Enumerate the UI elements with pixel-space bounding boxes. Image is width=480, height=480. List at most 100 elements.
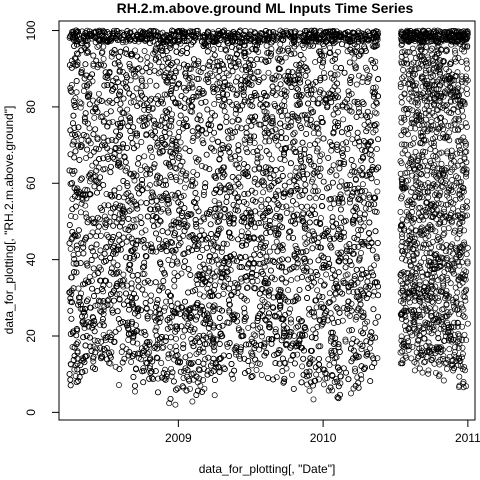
data-point (266, 289, 273, 296)
data-point (317, 343, 324, 350)
data-point (74, 339, 81, 346)
data-point (269, 303, 276, 310)
data-point (211, 241, 218, 248)
data-point (276, 108, 283, 115)
data-point (280, 326, 287, 333)
data-point (197, 263, 204, 270)
data-point (166, 71, 173, 78)
data-point (80, 88, 87, 94)
data-point (370, 129, 377, 136)
data-point (362, 205, 369, 212)
data-point (241, 318, 248, 325)
data-point (160, 244, 167, 251)
data-point (230, 375, 237, 382)
data-point (94, 302, 101, 309)
data-point (147, 78, 154, 85)
data-point (68, 82, 75, 88)
data-point (331, 379, 338, 385)
data-point (251, 224, 258, 231)
data-point (302, 326, 309, 333)
data-point (167, 90, 174, 97)
data-point (310, 130, 317, 137)
data-point (81, 114, 88, 121)
data-point (108, 53, 115, 60)
data-point (82, 210, 89, 217)
data-point (344, 271, 351, 278)
data-point (358, 346, 365, 353)
data-point (159, 63, 166, 70)
data-point (250, 61, 257, 68)
data-point (283, 210, 290, 216)
data-point (151, 49, 158, 55)
data-point (197, 382, 204, 389)
data-point (225, 72, 232, 79)
data-point (330, 200, 337, 207)
data-point (337, 194, 344, 201)
data-point (72, 95, 79, 102)
data-point (243, 285, 250, 292)
data-point (72, 213, 79, 220)
data-point (68, 291, 75, 298)
data-point (236, 353, 242, 360)
data-point (215, 73, 222, 80)
data-point (330, 76, 337, 83)
data-point (176, 64, 183, 71)
data-point (95, 90, 102, 97)
data-point (144, 54, 151, 61)
data-point (67, 307, 74, 314)
data-point (254, 159, 261, 166)
data-point (220, 364, 227, 371)
data-point (166, 400, 173, 407)
data-point (356, 256, 363, 263)
data-point (358, 376, 365, 383)
data-point (373, 110, 380, 117)
data-point (333, 304, 340, 311)
data-point (374, 355, 381, 362)
data-point (90, 358, 97, 365)
data-point (91, 328, 98, 335)
data-point (187, 385, 193, 392)
data-point (116, 185, 123, 192)
data-point (348, 390, 354, 397)
data-point (329, 75, 336, 82)
data-point (200, 349, 207, 355)
data-point (116, 382, 122, 388)
data-point (164, 91, 171, 98)
data-point (137, 356, 144, 363)
data-point (230, 201, 237, 208)
data-point (78, 100, 85, 107)
data-point (166, 122, 173, 129)
data-point (167, 343, 174, 350)
data-point (334, 249, 341, 256)
data-point (331, 359, 338, 366)
data-point (137, 166, 144, 173)
data-point (89, 162, 96, 169)
data-point (119, 343, 126, 350)
data-point (292, 168, 299, 175)
data-point (203, 341, 210, 348)
data-point (361, 239, 368, 245)
data-point (90, 97, 96, 104)
data-point (153, 300, 160, 307)
data-point (196, 333, 203, 339)
data-point (287, 316, 294, 323)
data-point (211, 197, 218, 204)
data-point (245, 118, 252, 124)
data-point (319, 151, 325, 158)
data-point (127, 99, 134, 106)
data-point (72, 148, 79, 155)
data-point (179, 333, 186, 340)
data-point (177, 178, 184, 185)
data-point (344, 146, 351, 152)
data-point (103, 191, 110, 197)
data-point (77, 209, 84, 216)
data-point (220, 290, 227, 297)
data-point (99, 316, 106, 323)
data-point (69, 206, 76, 213)
data-point (361, 325, 368, 332)
data-point (211, 101, 218, 108)
data-point (310, 188, 317, 195)
data-point (158, 360, 165, 366)
data-point (186, 313, 193, 320)
data-point (117, 48, 124, 55)
